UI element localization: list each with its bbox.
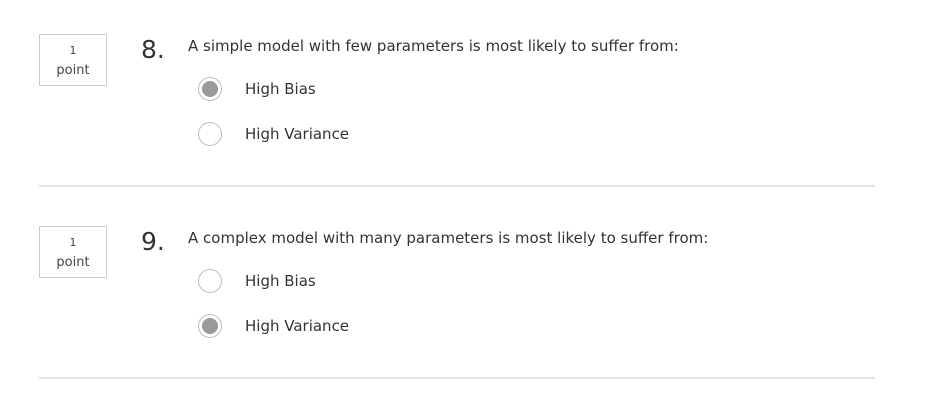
question-text: A simple model with few parameters is mo… xyxy=(188,37,679,55)
radio-selected-dot xyxy=(202,81,218,97)
option-high-variance[interactable]: High Variance xyxy=(198,122,498,148)
points-value: 1 xyxy=(69,236,77,249)
divider xyxy=(39,185,875,187)
option-label[interactable]: High Variance xyxy=(245,317,350,335)
points-value: 1 xyxy=(69,44,77,57)
radio-button[interactable] xyxy=(198,269,222,293)
radio-button[interactable] xyxy=(198,314,222,338)
option-high-bias[interactable]: High Bias xyxy=(198,269,498,295)
option-label[interactable]: High Variance xyxy=(245,125,350,143)
radio-button[interactable] xyxy=(198,122,222,146)
option-label[interactable]: High Bias xyxy=(245,272,316,290)
points-unit: point xyxy=(56,255,90,270)
points-box: 1 point xyxy=(39,34,107,86)
points-box: 1 point xyxy=(39,226,107,278)
option-high-variance[interactable]: High Variance xyxy=(198,314,498,340)
divider xyxy=(39,377,875,379)
option-high-bias[interactable]: High Bias xyxy=(198,77,498,103)
question-number: 8. xyxy=(141,35,165,64)
question-number: 9. xyxy=(141,227,165,256)
question-text: A complex model with many parameters is … xyxy=(188,229,709,247)
radio-button[interactable] xyxy=(198,77,222,101)
radio-selected-dot xyxy=(202,318,218,334)
points-unit: point xyxy=(56,63,90,78)
option-label[interactable]: High Bias xyxy=(245,80,316,98)
